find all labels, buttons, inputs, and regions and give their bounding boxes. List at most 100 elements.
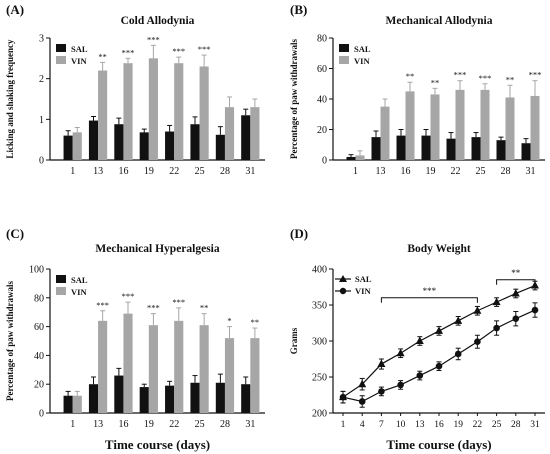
- y-axis-label: Grams: [289, 327, 299, 354]
- y-tick-label: 400: [312, 265, 327, 276]
- y-tick-label: 100: [29, 265, 44, 276]
- bar-sal: [88, 120, 99, 160]
- y-tick-label: 40: [34, 351, 44, 362]
- legend-label: SAL: [354, 44, 371, 54]
- data-point-sal: [492, 297, 501, 306]
- bar-vin: [148, 58, 158, 161]
- y-tick-label: 0: [39, 156, 44, 167]
- legend-swatch-sal: [56, 275, 66, 283]
- y-tick-label: 350: [312, 301, 327, 312]
- x-tick-label: 28: [220, 419, 230, 430]
- y-axis-label: Licking and shaking frequency: [5, 39, 15, 159]
- data-point-vin: [397, 381, 404, 389]
- data-point-sal: [415, 336, 424, 344]
- bar-sal: [139, 387, 149, 413]
- bar-vin: [430, 94, 440, 160]
- x-tick-label: 22: [169, 419, 179, 430]
- legend-marker-triangle: [339, 275, 347, 282]
- x-tick-label: 19: [144, 419, 154, 430]
- x-tick-label: 16: [118, 166, 128, 177]
- x-tick-label: 1: [353, 166, 358, 177]
- bar-sal: [521, 143, 531, 160]
- bar-vin: [98, 320, 108, 413]
- bar-vin: [123, 63, 133, 160]
- bar-sal: [471, 137, 481, 160]
- x-tick-label: 25: [195, 166, 205, 177]
- significance-label: ***: [122, 47, 135, 57]
- x-tick-label: 28: [511, 420, 521, 430]
- bar-vin: [199, 325, 209, 413]
- bar-sal: [241, 115, 251, 160]
- data-point-vin: [493, 324, 500, 332]
- x-tick-label: 28: [220, 166, 230, 177]
- legend-swatch-vin: [339, 56, 349, 64]
- y-tick-label: 60: [34, 322, 44, 333]
- panel-label: (C): [6, 226, 24, 241]
- data-point-vin: [358, 398, 366, 405]
- chart-title: Cold Allodynia: [121, 15, 195, 27]
- x-tick-label: 19: [144, 166, 154, 177]
- panel-label: (D): [290, 226, 308, 241]
- legend-label: VIN: [71, 56, 87, 66]
- bar-sal: [446, 138, 456, 160]
- bar-sal: [496, 140, 506, 160]
- x-axis-label: Time course (days): [386, 437, 491, 452]
- y-axis-label: Percentage of paw withdrawals: [289, 38, 299, 159]
- chart-title: Mechanical Hyperalgesia: [95, 243, 219, 255]
- legend-label: SAL: [71, 44, 88, 54]
- significance-label: **: [511, 268, 521, 278]
- panel-label: (A): [6, 2, 24, 17]
- bar-vin: [72, 132, 82, 160]
- bar-vin: [224, 338, 235, 413]
- data-point-vin: [435, 362, 443, 370]
- legend-label: SAL: [71, 275, 88, 285]
- y-tick-label: 200: [312, 409, 327, 420]
- y-tick-label: 0: [39, 409, 44, 420]
- y-tick-label: 250: [312, 373, 327, 384]
- x-tick-label: 7: [379, 420, 384, 430]
- bar-vin: [380, 106, 390, 160]
- significance-label: ***: [96, 300, 109, 310]
- significance-label: ***: [147, 303, 160, 313]
- bar-sal: [165, 385, 175, 413]
- x-tick-label: 31: [526, 166, 536, 177]
- x-tick-label: 31: [245, 166, 255, 177]
- bar-sal: [114, 124, 124, 160]
- x-tick-label: 13: [415, 420, 425, 430]
- bar-vin: [455, 89, 465, 160]
- y-tick-label: 0: [322, 156, 327, 167]
- data-point-sal: [473, 306, 482, 314]
- x-tick-label: 1: [70, 419, 75, 430]
- data-point-sal: [377, 359, 386, 368]
- significance-label: *: [227, 316, 231, 326]
- legend-label: VIN: [71, 287, 87, 297]
- significance-label: ***: [454, 70, 467, 80]
- series-line-sal: [342, 285, 536, 398]
- bar-vin: [72, 395, 82, 413]
- x-tick-label: 16: [434, 420, 444, 430]
- legend-swatch-vin: [56, 56, 66, 64]
- x-tick-label: 13: [376, 166, 386, 177]
- bar-sal: [63, 395, 73, 413]
- x-tick-label: 13: [93, 419, 103, 430]
- x-tick-label: 4: [360, 420, 365, 430]
- panel-label: (B): [290, 2, 307, 17]
- legend-swatch-vin: [56, 287, 66, 295]
- y-tick-label: 60: [317, 64, 327, 75]
- significance-label: **: [98, 51, 107, 61]
- x-tick-label: 28: [501, 166, 511, 177]
- bar-sal: [215, 382, 225, 413]
- bar-vin: [98, 70, 108, 160]
- bar-sal: [215, 134, 225, 160]
- significance-label: ***: [172, 46, 185, 56]
- bar-sal: [190, 382, 200, 413]
- significance-label: ***: [122, 291, 135, 301]
- x-tick-label: 25: [195, 419, 205, 430]
- significance-label: ***: [172, 297, 185, 307]
- legend-label: VIN: [355, 286, 371, 296]
- x-tick-label: 31: [245, 419, 255, 430]
- bar-sal: [114, 375, 124, 413]
- legend-swatch-sal: [56, 44, 66, 52]
- x-tick-label: 22: [451, 166, 461, 177]
